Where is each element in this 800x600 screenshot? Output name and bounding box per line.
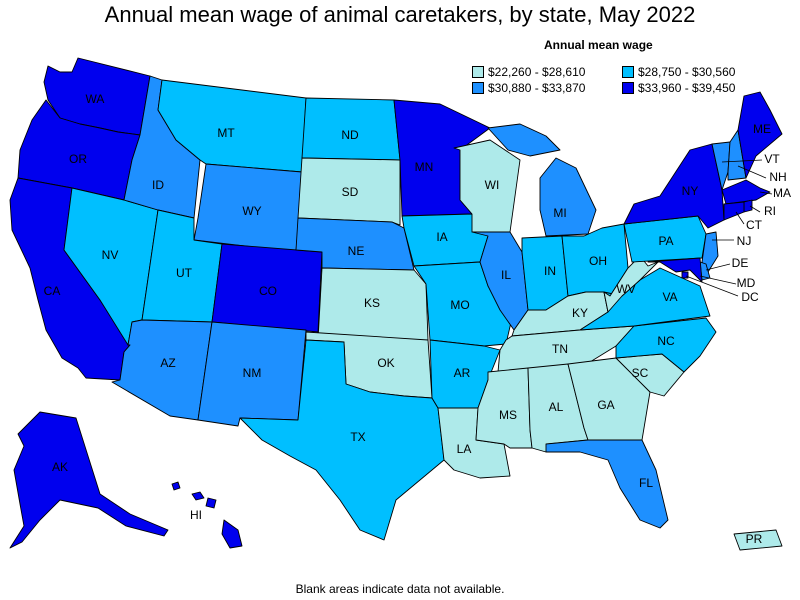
state-label-wy: WY	[242, 204, 261, 218]
state-label-dc: DC	[741, 290, 759, 304]
state-label-nv: NV	[102, 248, 119, 262]
state-label-pa: PA	[658, 234, 673, 248]
state-label-me: ME	[753, 122, 771, 136]
state-label-or: OR	[69, 152, 87, 166]
legend-title: Annual mean wage	[544, 38, 653, 52]
legend-label: $28,750 - $30,560	[638, 65, 736, 79]
state-label-ne: NE	[348, 244, 365, 258]
state-label-ri: RI	[764, 204, 776, 218]
map-legend: Annual mean wage $22,260 - $28,610 $28,7…	[472, 38, 800, 95]
state-hi[interactable]	[171, 481, 243, 549]
legend-label: $30,880 - $33,870	[488, 81, 586, 95]
state-label-sd: SD	[342, 185, 359, 199]
leader-line-ri	[749, 205, 761, 213]
state-ak[interactable]	[9, 411, 169, 549]
state-label-sc: SC	[632, 366, 649, 380]
state-label-fl: FL	[639, 476, 653, 490]
state-nc[interactable]	[615, 317, 717, 373]
state-label-co: CO	[259, 284, 277, 298]
state-label-tn: TN	[552, 342, 568, 356]
state-label-tx: TX	[350, 430, 365, 444]
map-title: Annual mean wage of animal caretakers, b…	[104, 2, 696, 27]
leader-line-ct	[735, 211, 745, 225]
state-label-nd: ND	[341, 128, 359, 142]
legend-swatch	[472, 66, 484, 78]
leader-line-nh	[737, 165, 767, 179]
state-label-pr: PR	[746, 532, 763, 546]
state-label-ga: GA	[597, 398, 614, 412]
state-ct[interactable]	[723, 201, 745, 221]
state-label-ks: KS	[364, 296, 380, 310]
state-label-md: MD	[737, 276, 756, 290]
state-label-la: LA	[457, 442, 472, 456]
state-label-mo: MO	[450, 298, 469, 312]
footnote: Blank areas indicate data not available.	[295, 582, 505, 596]
legend-item-bin-3: $30,880 - $33,870	[472, 81, 622, 95]
legend-label: $22,260 - $28,610	[488, 65, 586, 79]
state-fl[interactable]	[545, 439, 669, 529]
state-label-mn: MN	[415, 160, 434, 174]
state-label-mt: MT	[217, 126, 235, 140]
state-label-ok: OK	[377, 356, 394, 370]
legend-item-bin-2: $28,750 - $30,560	[622, 65, 792, 79]
state-label-in: IN	[544, 264, 556, 278]
state-label-il: IL	[501, 268, 511, 282]
state-label-az: AZ	[160, 356, 175, 370]
legend-item-bin-4: $33,960 - $39,450	[622, 81, 792, 95]
leader-line-ma	[759, 191, 773, 195]
state-nj[interactable]	[701, 231, 719, 273]
state-label-oh: OH	[589, 254, 607, 268]
state-label-ia: IA	[436, 230, 447, 244]
leader-line-vt	[721, 159, 763, 163]
leader-line-dc	[685, 275, 739, 297]
state-label-ak: AK	[52, 460, 68, 474]
legend-item-bin-1: $22,260 - $28,610	[472, 65, 622, 79]
state-il[interactable]	[471, 231, 529, 331]
state-tx[interactable]	[239, 339, 445, 541]
state-ny[interactable]	[623, 143, 725, 229]
state-label-ct: CT	[746, 218, 763, 232]
legend-label: $33,960 - $39,450	[638, 81, 736, 95]
legend-swatch	[622, 66, 634, 78]
state-label-wv: WV	[616, 282, 635, 296]
state-label-hi: HI	[190, 508, 202, 522]
state-ks[interactable]	[317, 267, 429, 341]
state-label-ky: KY	[572, 306, 588, 320]
state-me[interactable]	[737, 91, 783, 179]
legend-swatch	[622, 82, 634, 94]
state-dc[interactable]	[681, 271, 689, 279]
state-label-ms: MS	[499, 408, 517, 422]
state-label-va: VA	[662, 290, 677, 304]
state-md[interactable]	[647, 257, 703, 283]
leader-line-de	[705, 263, 731, 271]
state-mi[interactable]	[487, 123, 597, 237]
state-label-ut: UT	[176, 266, 193, 280]
state-ma[interactable]	[721, 179, 771, 205]
state-label-wa: WA	[86, 92, 105, 106]
state-ri[interactable]	[743, 199, 753, 213]
leader-line-md	[699, 275, 737, 285]
state-label-mi: MI	[553, 206, 566, 220]
state-pr[interactable]	[733, 529, 783, 551]
state-label-nj: NJ	[737, 234, 752, 248]
state-label-de: DE	[732, 256, 749, 270]
state-label-wi: WI	[485, 178, 500, 192]
state-label-nm: NM	[243, 366, 262, 380]
state-label-ma: MA	[773, 186, 791, 200]
state-label-ny: NY	[682, 184, 699, 198]
state-label-nc: NC	[657, 334, 675, 348]
state-label-ca: CA	[44, 284, 61, 298]
state-label-id: ID	[152, 178, 164, 192]
state-label-vt: VT	[764, 152, 780, 166]
legend-swatch	[472, 82, 484, 94]
state-label-ar: AR	[454, 366, 471, 380]
state-label-al: AL	[549, 400, 564, 414]
state-label-nh: NH	[769, 170, 786, 184]
